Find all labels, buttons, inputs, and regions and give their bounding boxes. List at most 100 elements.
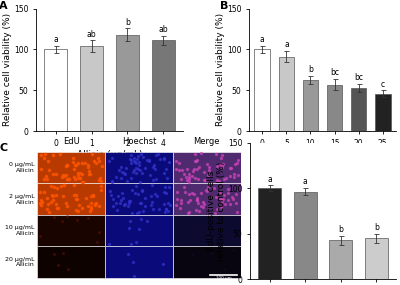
Point [88, 206, 94, 211]
Point [56, 152, 63, 156]
Point [148, 194, 154, 199]
Bar [327, 85, 342, 131]
Point [90, 194, 96, 199]
Point [92, 161, 99, 165]
Point [220, 161, 226, 166]
Point [74, 209, 81, 213]
Point [65, 267, 71, 272]
Point [130, 170, 137, 174]
Point [234, 210, 240, 215]
Point [198, 233, 204, 237]
Point [44, 201, 51, 206]
Point [206, 164, 212, 169]
Bar [375, 93, 390, 131]
Point [128, 188, 135, 192]
Point [192, 152, 198, 156]
Point [154, 194, 160, 198]
Point [201, 178, 208, 182]
Text: bc: bc [354, 73, 363, 82]
Point [196, 165, 202, 170]
Point [150, 165, 156, 169]
Point [137, 168, 144, 172]
Point [73, 208, 80, 213]
Text: 100 μm: 100 μm [216, 276, 232, 280]
Point [200, 170, 207, 174]
Point [64, 177, 70, 181]
Point [219, 200, 226, 204]
Point [230, 175, 237, 180]
Point [151, 162, 157, 167]
Bar [351, 88, 366, 131]
Point [188, 173, 195, 178]
Point [73, 197, 79, 201]
Point [216, 179, 222, 183]
Point [155, 152, 161, 156]
Point [180, 172, 187, 176]
Point [164, 176, 170, 180]
Point [162, 209, 169, 214]
Point [204, 173, 211, 177]
Point [139, 188, 145, 193]
Point [43, 196, 50, 201]
Point [106, 158, 112, 163]
Point [148, 203, 154, 207]
Bar [37, 152, 105, 183]
Point [117, 201, 123, 205]
Point [217, 191, 223, 196]
Point [137, 180, 144, 184]
Point [200, 200, 206, 204]
Point [76, 203, 82, 207]
Text: a: a [303, 177, 308, 186]
Point [133, 166, 139, 171]
Text: Hoechst: Hoechst [122, 137, 156, 146]
Text: C: C [0, 143, 8, 153]
Bar [173, 183, 240, 215]
Point [72, 177, 78, 182]
Point [178, 201, 184, 206]
Point [173, 167, 179, 171]
Point [224, 198, 231, 203]
Point [132, 159, 138, 164]
Point [186, 175, 192, 180]
Point [131, 156, 138, 161]
Text: a: a [53, 36, 58, 44]
Text: ab: ab [158, 25, 168, 34]
Point [149, 183, 155, 188]
Point [228, 165, 234, 170]
Point [63, 201, 70, 205]
Bar [365, 238, 388, 279]
Point [195, 201, 201, 205]
Point [64, 163, 70, 167]
Point [187, 198, 194, 202]
Point [45, 158, 51, 163]
Point [220, 177, 227, 181]
Point [128, 157, 134, 162]
Point [229, 195, 236, 199]
Point [80, 179, 87, 184]
Point [191, 192, 197, 197]
Point [50, 172, 56, 177]
Point [218, 197, 224, 201]
Point [153, 177, 160, 182]
Point [130, 260, 136, 265]
Point [186, 176, 192, 181]
Point [127, 242, 134, 247]
Point [130, 168, 137, 172]
Point [40, 190, 47, 194]
Point [138, 189, 145, 194]
Point [136, 163, 142, 167]
Point [218, 205, 224, 209]
Point [136, 209, 142, 214]
Point [161, 201, 167, 206]
Point [106, 242, 112, 247]
Text: a: a [260, 36, 265, 44]
Point [78, 160, 85, 165]
Point [109, 178, 116, 183]
Point [225, 187, 232, 191]
Point [163, 206, 169, 211]
Point [142, 204, 148, 209]
Point [185, 180, 192, 184]
Point [98, 188, 104, 193]
Point [161, 171, 168, 176]
Point [131, 274, 137, 278]
